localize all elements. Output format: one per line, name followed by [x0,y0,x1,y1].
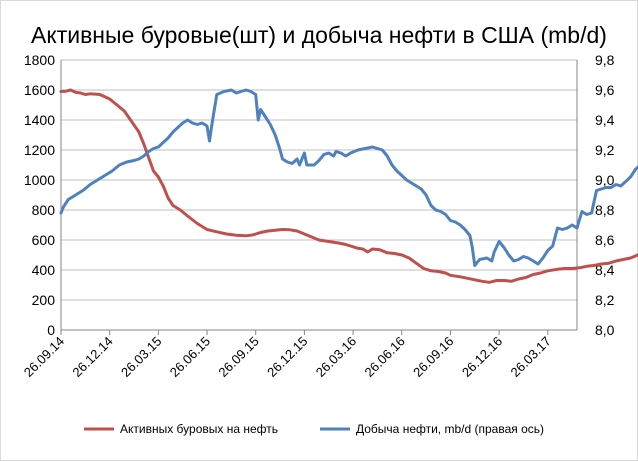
left-tick-label: 600 [32,232,56,248]
x-tick-label: 26.03.17 [508,334,554,380]
x-tick-label: 26.09.14 [21,334,67,380]
right-tick-label: 8,4 [595,262,615,278]
x-tick-label: 26.03.16 [313,334,359,380]
right-tick-label: 9,0 [595,172,615,188]
right-tick-label: 8,8 [595,202,615,218]
x-axis-ticks: 26.09.14 26.12.14 26.03.15 26.06.15 26.09.15… [21,330,554,380]
right-tick-label: 8,2 [595,292,615,308]
right-tick-label: 9,2 [595,142,615,158]
left-tick-label: 200 [32,292,56,308]
left-axis-ticks: 0 200 400 600 800 1000 1200 1400 1600 1800 [24,52,55,338]
x-tick-label: 26.12.14 [69,334,115,380]
legend: Активных буровых на нефть Добыча нефти, m… [84,422,544,436]
left-tick-label: 1000 [24,172,55,188]
legend-label: Добыча нефти, mb/d (правая ось) [356,422,544,436]
left-tick-label: 1800 [24,52,55,68]
right-tick-label: 9,6 [595,82,615,98]
right-tick-label: 9,4 [595,112,615,128]
series-layer [59,88,638,284]
x-tick-label: 26.06.16 [361,334,407,380]
right-tick-label: 8,6 [595,232,615,248]
x-tick-label: 26.09.16 [410,334,456,380]
series-line-oil-production [59,88,638,267]
legend-label: Активных буровых на нефть [120,422,278,436]
x-tick-label: 26.12.16 [459,334,505,380]
left-tick-label: 0 [47,322,55,338]
series-line-rigs [59,88,638,284]
left-tick-label: 1600 [24,82,55,98]
right-axis-ticks: 8,0 8,2 8,4 8,6 8,8 9,0 9,2 9,4 9,6 9,8 [595,52,615,338]
x-tick-label: 26.09.15 [215,334,261,380]
chart-title: Активные буровые(шт) и добыча нефти в СШ… [31,22,607,48]
left-tick-label: 1400 [24,112,55,128]
left-tick-label: 1200 [24,142,55,158]
gridlines [61,59,577,331]
left-tick-label: 800 [32,202,56,218]
left-tick-label: 400 [32,262,56,278]
right-tick-label: 9,8 [595,52,615,68]
x-tick-label: 26.03.15 [118,334,164,380]
x-tick-label: 26.06.15 [167,334,213,380]
right-tick-label: 8,0 [595,322,615,338]
axes [60,60,578,331]
x-tick-label: 26.12.15 [264,334,310,380]
